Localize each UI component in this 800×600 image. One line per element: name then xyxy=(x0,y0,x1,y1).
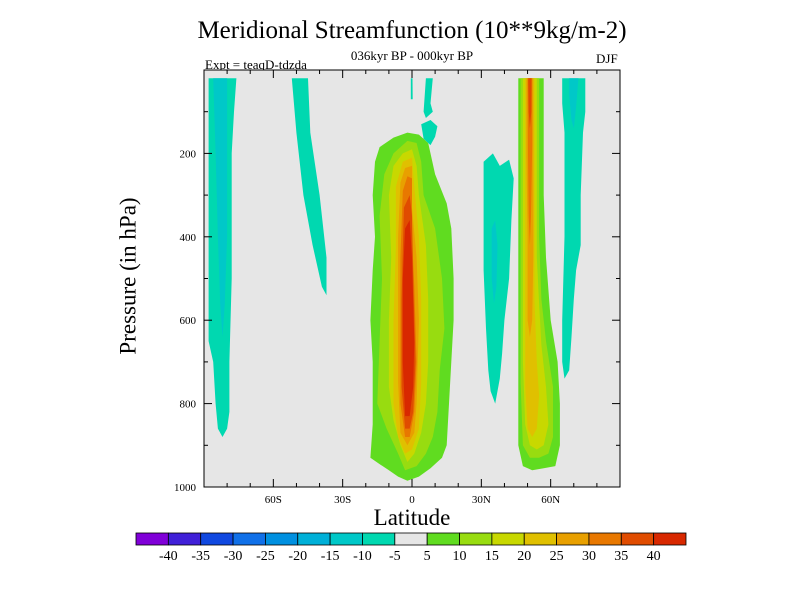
contour-pos-nh-dkorange xyxy=(527,78,533,246)
y-tick-label: 200 xyxy=(180,148,197,160)
colorbar-level-label: -25 xyxy=(256,549,275,564)
colorbar-level-label: 15 xyxy=(485,549,499,564)
contour-neg-nh-high-core xyxy=(569,78,579,129)
colorbar-swatch xyxy=(620,532,655,546)
contour-neg-nh-mid xyxy=(483,153,514,404)
colorbar-swatch xyxy=(297,532,331,546)
colorbar-level-label: 35 xyxy=(614,549,628,564)
colorbar-level-label: 25 xyxy=(550,549,564,564)
colorbar-level-label: 10 xyxy=(453,549,467,564)
colorbar-swatch xyxy=(167,532,202,546)
chart-title: Meridional Streamfunction (10**9kg/m-2) xyxy=(197,17,627,44)
x-tick-label: 30S xyxy=(334,494,351,506)
colorbar-level-label: -35 xyxy=(191,549,210,564)
colorbar-swatch xyxy=(653,532,687,546)
experiment-label: Expt = teaqD-tdzda xyxy=(205,57,307,72)
contour-neg-sh-mid xyxy=(291,78,327,296)
contour-neg-eq-top-a xyxy=(423,78,433,118)
colorbar-level-label: -20 xyxy=(288,549,307,564)
season-label: DJF xyxy=(596,51,618,66)
y-tick-label: 600 xyxy=(180,315,197,327)
contour-neg-eq-top-left xyxy=(410,78,413,100)
x-tick-label: 30N xyxy=(472,494,491,506)
y-tick-label: 400 xyxy=(180,232,197,244)
x-tick-label: 60N xyxy=(541,494,560,506)
colorbar-level-label: -40 xyxy=(159,549,178,564)
colorbar-swatch xyxy=(329,532,363,546)
colorbar-swatch xyxy=(459,532,493,546)
colorbar-level-label: 20 xyxy=(517,549,531,564)
colorbar-swatch xyxy=(588,532,622,546)
x-tick-label: 0 xyxy=(409,494,415,506)
colorbar-swatch xyxy=(523,532,557,546)
colorbar: -40 -35 -30 -25 -20 -15 -10 -5 5 10 15 20 25 30 35 40 xyxy=(135,532,687,564)
contour-neg-sh-high-core xyxy=(213,78,228,337)
colorbar-swatch xyxy=(491,532,525,546)
x-axis-label: Latitude xyxy=(373,505,451,530)
colorbar-swatch xyxy=(426,532,460,546)
plot-axes: 60S 30S 0 30N 60N 200 400 600 800 1000 xyxy=(174,69,621,506)
contour-pos-nh-redorange xyxy=(528,78,532,129)
y-tick-label: 1000 xyxy=(174,482,197,494)
contour-pos-equator-red xyxy=(402,220,415,417)
colorbar-level-label: 40 xyxy=(647,549,661,564)
contour-neg-nh-high xyxy=(562,78,586,379)
chart-subtitle: 036kyr BP - 000kyr BP xyxy=(350,48,474,63)
colorbar-swatch xyxy=(362,532,396,546)
contour-neg-nh-mid-core xyxy=(491,220,498,304)
contour-field xyxy=(204,70,620,487)
colorbar-swatch xyxy=(265,532,299,546)
contour-neg-eq-top-b xyxy=(421,120,438,146)
colorbar-level-label: -15 xyxy=(321,549,340,564)
colorbar-swatch xyxy=(394,532,428,546)
colorbar-swatch xyxy=(556,532,590,546)
y-tick-label: 800 xyxy=(180,399,197,411)
x-tick-label: 60S xyxy=(265,494,282,506)
colorbar-level-label: 30 xyxy=(582,549,596,564)
colorbar-level-label: -30 xyxy=(224,549,243,564)
colorbar-level-label: -5 xyxy=(389,549,401,564)
colorbar-swatch xyxy=(200,532,234,546)
colorbar-swatch xyxy=(232,532,266,546)
colorbar-level-label: 5 xyxy=(424,549,431,564)
colorbar-swatch xyxy=(135,532,169,546)
colorbar-level-label: -10 xyxy=(353,549,372,564)
